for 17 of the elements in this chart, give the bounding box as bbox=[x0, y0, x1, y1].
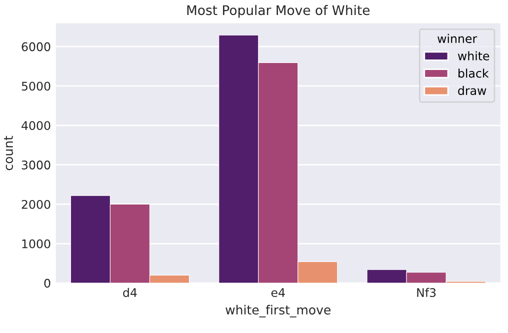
y-tick-label: 1000 bbox=[22, 239, 50, 248]
x-tick-label: e4 bbox=[271, 288, 285, 298]
legend-label: draw bbox=[458, 86, 486, 96]
y-tick-label: 3000 bbox=[22, 160, 50, 170]
y-tick-label: 0 bbox=[44, 278, 50, 288]
y-tick-label: 2000 bbox=[22, 200, 50, 209]
x-tick-label: d4 bbox=[123, 288, 137, 298]
y-axis-title: count bbox=[4, 136, 13, 170]
x-tick-label: Nf3 bbox=[417, 288, 436, 298]
x-axis-title: white_first_move bbox=[226, 304, 330, 318]
chart-title: Most Popular Move of White bbox=[187, 4, 370, 18]
y-tick-label: 6000 bbox=[22, 42, 50, 52]
legend-label: white bbox=[458, 51, 490, 60]
legend-title: winner bbox=[438, 34, 478, 44]
legend-label: black bbox=[458, 68, 489, 78]
y-tick-label: 5000 bbox=[22, 82, 50, 91]
y-tick-label: 4000 bbox=[22, 121, 50, 130]
